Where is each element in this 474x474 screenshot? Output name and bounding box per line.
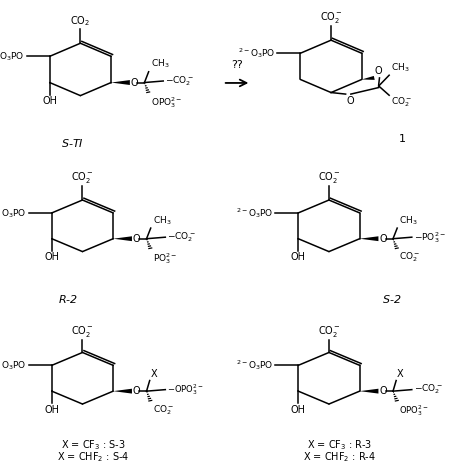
Text: OPO$_3^{2-}$: OPO$_3^{2-}$ <box>399 403 429 418</box>
Text: O: O <box>133 234 141 244</box>
Text: OH: OH <box>44 252 59 262</box>
Polygon shape <box>360 236 378 241</box>
Text: CH$_3$: CH$_3$ <box>391 61 410 73</box>
Text: O: O <box>375 65 383 75</box>
Polygon shape <box>111 80 130 85</box>
Text: OPO$_3^{2-}$: OPO$_3^{2-}$ <box>151 95 182 110</box>
Text: $R$-2: $R$-2 <box>58 292 78 305</box>
Text: CO$_2^-$: CO$_2^-$ <box>318 324 340 339</box>
Text: $-$CO$_2^-$: $-$CO$_2^-$ <box>167 230 196 244</box>
Polygon shape <box>362 76 375 80</box>
Text: X = CHF$_2$ : S-4: X = CHF$_2$ : S-4 <box>57 450 129 464</box>
Text: $^{2-}$O$_3$PO: $^{2-}$O$_3$PO <box>0 49 25 64</box>
Text: O: O <box>346 96 354 106</box>
Text: $S$-2: $S$-2 <box>382 292 401 305</box>
Text: CH$_3$: CH$_3$ <box>399 214 418 227</box>
Text: OH: OH <box>291 405 306 415</box>
Text: CO$_2^-$: CO$_2^-$ <box>391 95 412 109</box>
Text: PO$_3^{2-}$: PO$_3^{2-}$ <box>153 251 177 266</box>
Text: X = CHF$_2$ : R-4: X = CHF$_2$ : R-4 <box>303 450 376 464</box>
Text: $^{2-}$O$_3$PO: $^{2-}$O$_3$PO <box>236 206 273 220</box>
Text: X: X <box>151 369 157 379</box>
Text: OH: OH <box>44 405 59 415</box>
Text: CO$_2^-$: CO$_2^-$ <box>71 170 94 185</box>
Text: OH: OH <box>42 96 57 106</box>
Text: $-$CO$_2^-$: $-$CO$_2^-$ <box>414 383 443 396</box>
Text: CO$_2$: CO$_2$ <box>70 14 91 28</box>
Text: 1: 1 <box>399 134 405 144</box>
Text: X: X <box>397 369 404 379</box>
Text: $-$OPO$_3^{2-}$: $-$OPO$_3^{2-}$ <box>167 382 204 397</box>
Text: $-$PO$_3^{2-}$: $-$PO$_3^{2-}$ <box>414 230 446 245</box>
Text: $^{2-}$O$_3$PO: $^{2-}$O$_3$PO <box>238 46 275 60</box>
Polygon shape <box>113 236 132 241</box>
Text: CO$_2^-$: CO$_2^-$ <box>318 170 340 185</box>
Text: X = CF$_3$ : S-3: X = CF$_3$ : S-3 <box>61 438 125 452</box>
Text: ??: ?? <box>231 60 243 71</box>
Text: $^{2-}$O$_3$PO: $^{2-}$O$_3$PO <box>0 358 27 372</box>
Polygon shape <box>113 389 132 393</box>
Text: CO$_2^-$: CO$_2^-$ <box>71 324 94 339</box>
Text: O: O <box>131 78 138 88</box>
Text: $S$-TI: $S$-TI <box>61 137 83 149</box>
Text: CO$_2^-$: CO$_2^-$ <box>319 10 343 25</box>
Text: O: O <box>380 386 387 396</box>
Text: $^{2-}$O$_3$PO: $^{2-}$O$_3$PO <box>0 206 27 220</box>
Text: $-$CO$_2^-$: $-$CO$_2^-$ <box>165 74 194 88</box>
Text: CO$_2^-$: CO$_2^-$ <box>153 403 174 417</box>
Text: CH$_3$: CH$_3$ <box>151 58 169 70</box>
Text: $^{2-}$O$_3$PO: $^{2-}$O$_3$PO <box>236 358 273 372</box>
Text: CH$_3$: CH$_3$ <box>153 214 172 227</box>
Text: O: O <box>380 234 387 244</box>
Text: CO$_2^-$: CO$_2^-$ <box>399 251 420 264</box>
Polygon shape <box>360 389 378 393</box>
Text: X = CF$_3$ : R-3: X = CF$_3$ : R-3 <box>307 438 372 452</box>
Text: O: O <box>133 386 141 396</box>
Text: OH: OH <box>291 252 306 262</box>
